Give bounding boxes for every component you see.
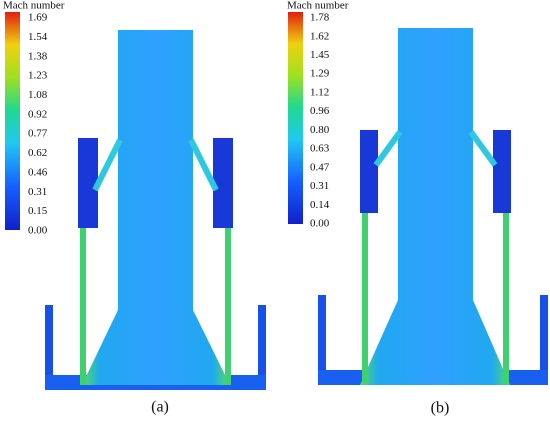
caption: (a)	[151, 399, 169, 416]
legend-title: Mach number	[287, 0, 349, 12]
panel-a	[5, 12, 266, 390]
legend-label: 1.78	[310, 12, 330, 24]
legend-label: 0.31	[310, 180, 329, 192]
legend-title: Mach number	[3, 0, 65, 12]
legend-label: 0.14	[310, 199, 330, 211]
legend-label: 0.00	[310, 218, 330, 230]
side-block	[78, 138, 98, 228]
legend-label: 0.96	[310, 105, 330, 117]
legend-label: 1.08	[28, 89, 48, 101]
tube	[360, 28, 510, 385]
legend-label: 0.00	[28, 225, 48, 237]
caption: (b)	[431, 400, 450, 417]
legend-label: 1.12	[310, 86, 329, 98]
nozzle	[373, 130, 403, 167]
tray-wall	[258, 305, 266, 390]
legend-label: 1.54	[28, 31, 48, 43]
nozzle	[92, 138, 123, 192]
tray-wall	[45, 305, 53, 390]
panel-b	[288, 12, 548, 385]
legend-label: 0.47	[310, 161, 330, 173]
side-pipe	[225, 228, 231, 385]
colorbar	[5, 12, 20, 230]
labels: Mach number1.691.541.381.231.080.920.770…	[3, 0, 449, 417]
legend-label: 0.92	[28, 108, 47, 120]
legend-label: 0.80	[310, 124, 330, 136]
nozzle	[188, 138, 219, 192]
legend-label: 0.31	[28, 186, 47, 198]
legend-label: 1.29	[310, 68, 330, 80]
legend-label: 0.62	[28, 147, 47, 159]
legend-label: 0.46	[28, 166, 48, 178]
tray-wall	[318, 295, 326, 385]
legend-label: 0.15	[28, 205, 48, 217]
side-pipe	[80, 228, 86, 385]
side-block	[213, 138, 233, 228]
legend-label: 0.63	[310, 143, 330, 155]
side-block	[360, 130, 378, 213]
legend-label: 1.62	[310, 30, 329, 42]
legend-label: 1.69	[28, 12, 48, 24]
side-pipe	[362, 213, 368, 385]
legend-label: 0.77	[28, 128, 48, 140]
colorbar	[288, 12, 303, 224]
legend-label: 1.38	[28, 50, 48, 62]
legend-label: 1.45	[310, 49, 330, 61]
side-pipe	[503, 213, 509, 385]
nozzle	[468, 130, 498, 167]
tube	[82, 30, 230, 385]
legend-label: 1.23	[28, 70, 48, 82]
side-block	[493, 130, 511, 213]
tray-wall	[540, 295, 548, 385]
